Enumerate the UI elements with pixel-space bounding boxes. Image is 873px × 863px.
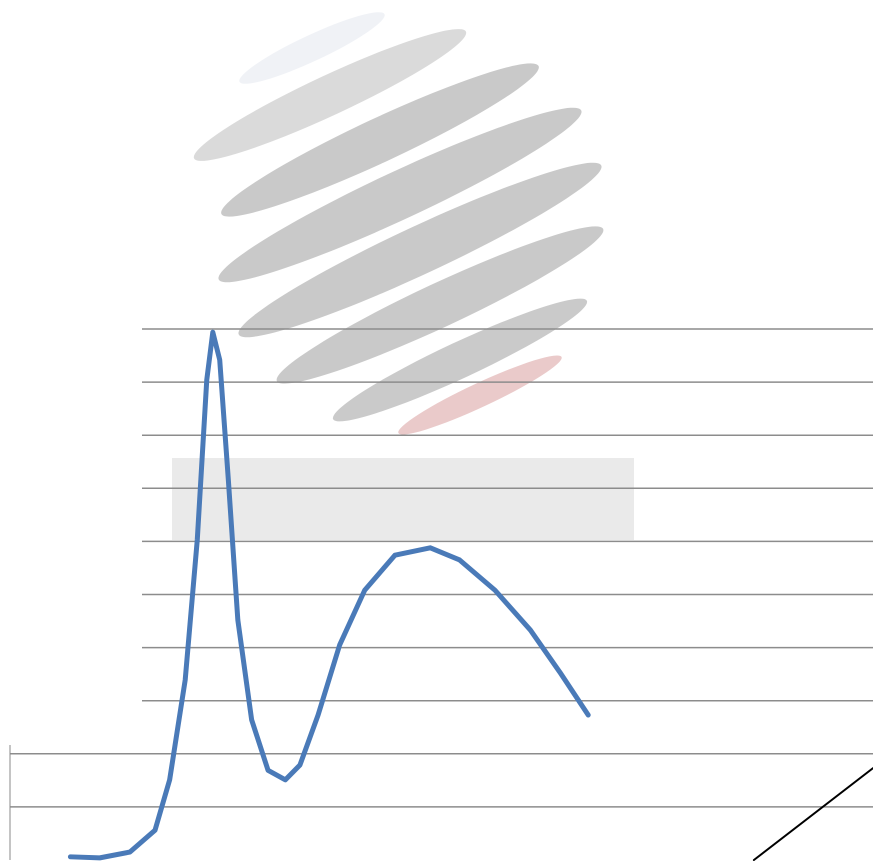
data-line bbox=[752, 767, 873, 861]
data-line bbox=[67, 329, 591, 861]
background-logo bbox=[172, 12, 634, 540]
